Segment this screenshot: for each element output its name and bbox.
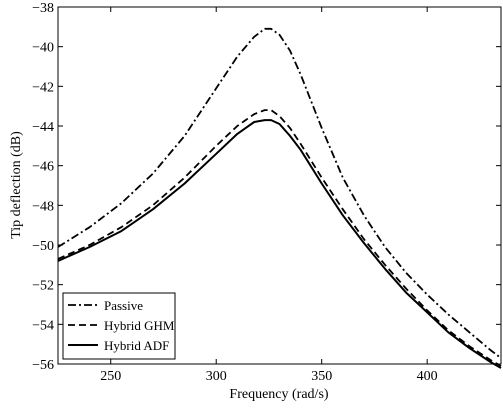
y-axis-label: Tip deflection (dB) (9, 131, 24, 239)
legend-label: Hybrid GHM (104, 318, 175, 333)
series-line-passive (57, 27, 502, 359)
y-tick-label: −40 (32, 41, 54, 56)
y-tick-label: −50 (32, 239, 54, 254)
x-axis-label: Frequency (rad/s) (229, 387, 328, 402)
x-tick-label: 350 (311, 369, 332, 384)
x-tick-label: 400 (417, 369, 438, 384)
x-tick-label: 300 (206, 369, 227, 384)
legend-label: Passive (104, 298, 143, 313)
legend-box (62, 292, 176, 360)
legend: Passive Hybrid GHM Hybrid ADF (62, 292, 176, 360)
y-tick-label: −44 (32, 120, 54, 135)
y-tick-label: −46 (32, 160, 54, 175)
plot-lines (57, 27, 502, 369)
x-tick-label: 250 (100, 369, 121, 384)
axis-ticks: 250 300 350 400 −56 −54 −52 −50 −48 −46 −44 −42 −40 −… (32, 1, 501, 384)
series-line-hybrid-adf (57, 119, 502, 369)
legend-label: Hybrid ADF (104, 338, 169, 353)
plot-area-frame (57, 6, 502, 365)
y-tick-label: −48 (32, 199, 54, 214)
y-tick-label: −54 (32, 318, 54, 333)
series-line-hybrid-ghm (57, 109, 502, 367)
y-tick-label: −56 (32, 358, 54, 373)
y-tick-label: −52 (32, 279, 54, 294)
y-tick-label: −42 (32, 80, 54, 95)
y-tick-label: −38 (32, 1, 54, 16)
